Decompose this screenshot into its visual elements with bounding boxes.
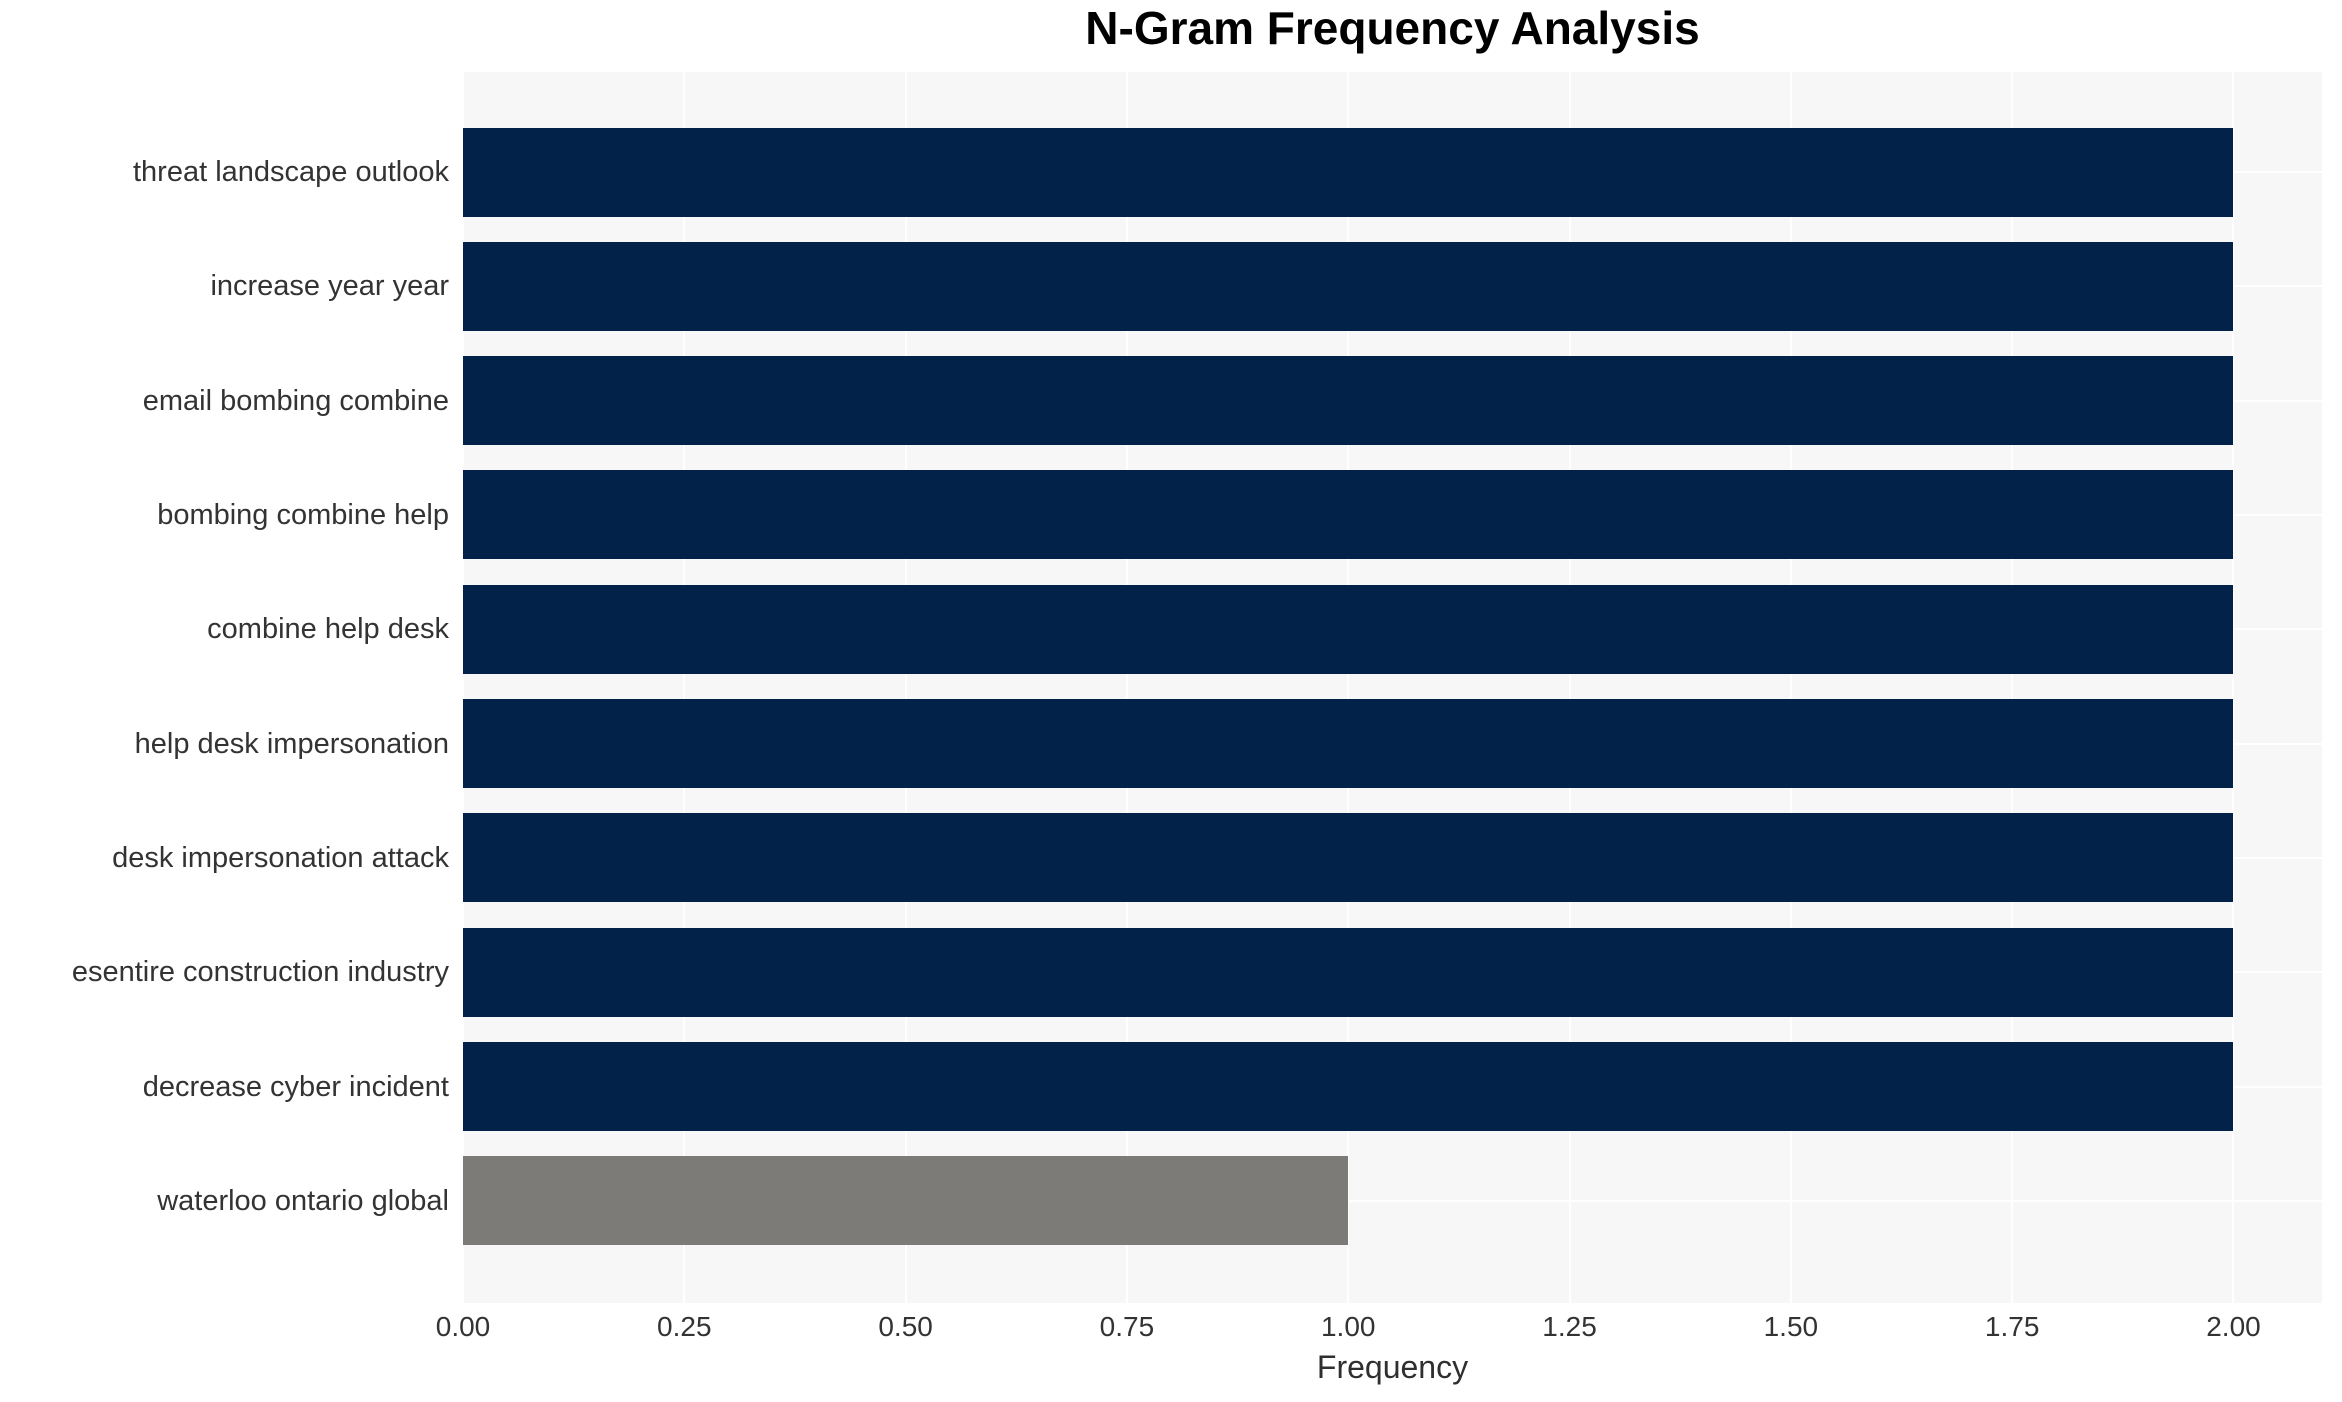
bar xyxy=(463,1156,1349,1246)
gridline-vertical xyxy=(683,72,686,1303)
x-axis-tick-label: 1.25 xyxy=(1542,1311,1597,1342)
x-axis-tick-label: 0.25 xyxy=(657,1311,712,1342)
gridline-horizontal xyxy=(463,1199,2322,1202)
gridline-vertical xyxy=(1125,72,1128,1303)
y-axis-tick-label: email bombing combine xyxy=(142,384,449,417)
y-axis-tick-label: desk impersonation attack xyxy=(112,841,449,874)
x-axis-tick-label: 0.75 xyxy=(1099,1311,1155,1342)
x-axis-tick-label: 2.00 xyxy=(2206,1311,2261,1342)
x-axis-tick-label: 0.50 xyxy=(878,1311,933,1342)
gridline-vertical xyxy=(1568,72,1571,1303)
y-axis-tick-label: increase year year xyxy=(210,270,449,303)
bar xyxy=(463,699,2234,789)
bar xyxy=(463,1042,2234,1132)
x-axis-tick-label: 1.00 xyxy=(1320,1311,1376,1342)
gridline-vertical xyxy=(1347,72,1350,1303)
plot-area xyxy=(462,72,2322,1303)
bar xyxy=(463,127,2234,217)
gridline-vertical xyxy=(904,72,907,1303)
bar xyxy=(463,927,2234,1017)
y-axis-tick-label: help desk impersonation xyxy=(134,727,449,760)
y-axis-tick-label: waterloo ontario global xyxy=(157,1184,449,1217)
bar xyxy=(463,241,2234,331)
bar xyxy=(463,813,2234,903)
bar xyxy=(463,356,2234,446)
y-axis-tick-label: combine help desk xyxy=(207,613,449,646)
bar xyxy=(463,470,2234,560)
y-axis-tick-label: bombing combine help xyxy=(157,498,449,531)
y-axis-tick-label: decrease cyber incident xyxy=(142,1070,449,1103)
x-axis-title: Frequency xyxy=(1316,1349,1469,1385)
x-axis-tick-label: 0.00 xyxy=(435,1311,491,1342)
gridline-vertical xyxy=(2011,72,2014,1303)
gridline-vertical xyxy=(1789,72,1792,1303)
x-axis-tick-label: 1.75 xyxy=(1984,1311,2040,1342)
y-axis-tick-label: esentire construction industry xyxy=(71,956,449,989)
gridline-vertical xyxy=(2232,72,2235,1303)
bar xyxy=(463,584,2234,674)
y-axis-tick-label: threat landscape outlook xyxy=(133,156,449,188)
gridline-vertical xyxy=(462,72,464,1303)
chart-title: N-Gram Frequency Analysis xyxy=(1085,2,1700,54)
x-axis-tick-label: 1.50 xyxy=(1763,1311,1819,1342)
